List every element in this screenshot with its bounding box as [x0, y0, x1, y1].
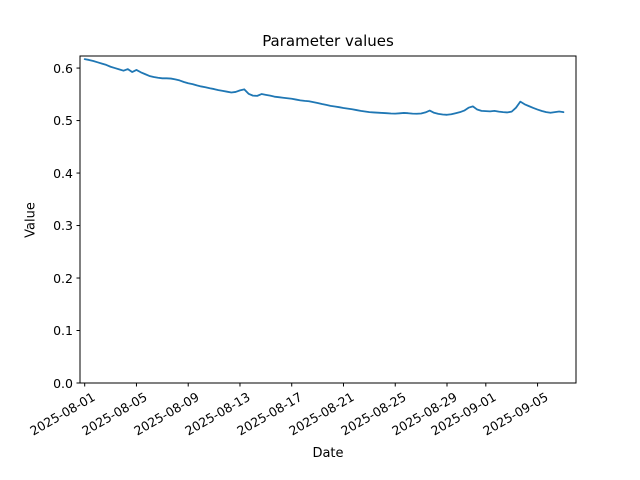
- y-tick-label: 0.0: [53, 375, 73, 391]
- y-tick-label: 0.3: [53, 218, 73, 234]
- x-axis-label: Date: [312, 446, 344, 461]
- parameter-values-line: [83, 58, 565, 116]
- y-tick-label: 0.2: [53, 270, 73, 286]
- y-tick-label: 0.5: [53, 113, 73, 129]
- axes-spines: [79, 55, 577, 384]
- y-tick-label: 0.1: [53, 323, 73, 338]
- y-tick-label: 0.6: [53, 60, 73, 76]
- chart-title: Parameter values: [262, 32, 394, 50]
- y-tick-label: 0.4: [53, 165, 73, 181]
